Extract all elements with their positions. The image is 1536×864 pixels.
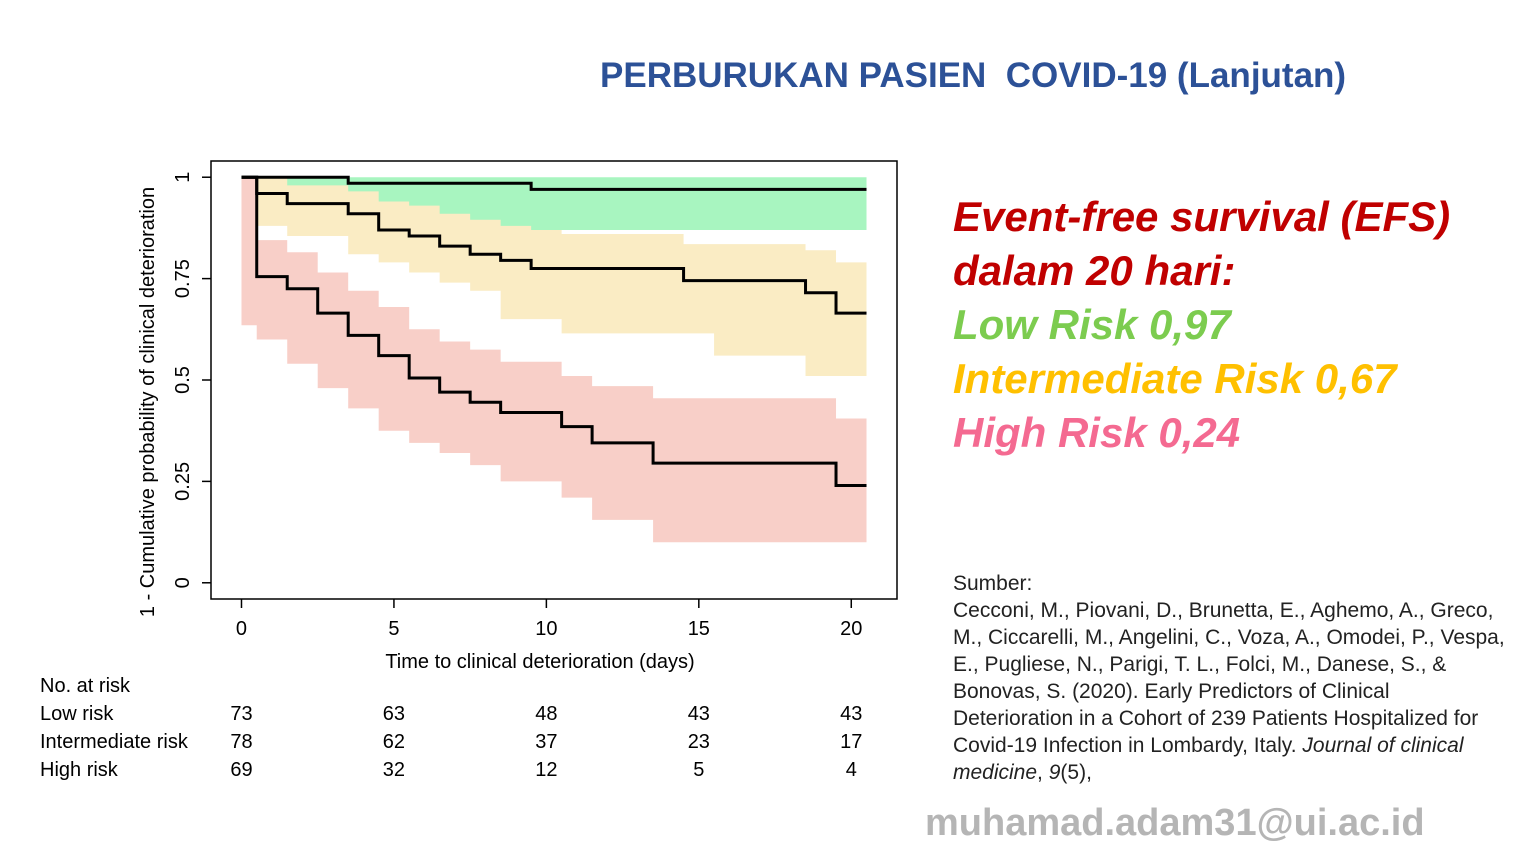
- risk-count: 73: [230, 703, 252, 725]
- risk-row-label: Intermediate risk: [40, 731, 189, 753]
- ci-bands: [241, 177, 867, 543]
- citation-journal: Journal of clinical medicine: [953, 734, 1464, 784]
- risk-table-title: No. at risk: [40, 675, 131, 697]
- x-tick-label: 5: [388, 618, 399, 640]
- risk-count: 43: [688, 703, 710, 725]
- x-tick-label: 20: [840, 618, 862, 640]
- risk-count: 78: [230, 731, 252, 753]
- risk-table: No. at risk Low risk 73 63 48 43 43 Intermediat…: [40, 675, 862, 781]
- axes: 0 5 10 15 20 0 0.25 0.5 0.75 1: [172, 172, 862, 640]
- x-axis-label: Time to clinical deterioration (days): [385, 651, 694, 673]
- survival-curves: [241, 175, 867, 487]
- y-axis-label: 1 - Cumulative probability of clinical d…: [137, 187, 159, 617]
- source-label: Sumber:: [953, 572, 1033, 595]
- efs-intermediate-risk: Intermediate Risk 0,67: [953, 355, 1397, 402]
- y-tick-label: 0.75: [172, 259, 194, 298]
- x-tick-label: 15: [688, 618, 710, 640]
- footer-email: muhamad.adam31@ui.ac.id: [925, 802, 1425, 844]
- y-tick-label: 0.5: [172, 366, 194, 394]
- citation-volume: 9: [1048, 761, 1061, 784]
- citation-sep: ,: [1037, 761, 1049, 784]
- efs-high-risk: High Risk 0,24: [953, 409, 1241, 456]
- citation-issue: (5),: [1060, 761, 1092, 784]
- slide-title: PERBURUKAN PASIEN COVID-19 (Lanjutan): [600, 56, 1347, 95]
- risk-count: 4: [846, 759, 857, 781]
- risk-count: 69: [230, 759, 252, 781]
- km-curve-high: [241, 175, 867, 487]
- risk-count: 63: [383, 703, 405, 725]
- source-citation: Sumber: Cecconi, M., Piovani, D., Brunet…: [953, 570, 1513, 786]
- risk-count: 12: [535, 759, 557, 781]
- risk-count: 48: [535, 703, 557, 725]
- efs-heading-line1: Event-free survival (EFS): [953, 193, 1451, 240]
- risk-count: 32: [383, 759, 405, 781]
- y-tick-label: 1: [172, 172, 194, 183]
- x-tick-label: 0: [236, 618, 247, 640]
- efs-low-risk: Low Risk 0,97: [953, 301, 1231, 348]
- risk-count: 23: [688, 731, 710, 753]
- risk-count: 43: [840, 703, 862, 725]
- risk-count: 5: [693, 759, 704, 781]
- efs-summary: Event-free survival (EFS) dalam 20 hari:…: [953, 190, 1523, 460]
- risk-count: 17: [840, 731, 862, 753]
- efs-heading-line2: dalam 20 hari:: [953, 247, 1236, 294]
- km-chart: 0 5 10 15 20 0 0.25 0.5 0.75 1 Time to clinical d…: [40, 160, 898, 781]
- risk-count: 37: [535, 731, 557, 753]
- citation-main: Cecconi, M., Piovani, D., Brunetta, E., …: [953, 599, 1505, 757]
- y-tick-label: 0: [172, 577, 194, 588]
- ci-band-intermediate: [241, 177, 867, 376]
- km-curve-intermediate: [241, 175, 867, 315]
- km-curve-low: [241, 175, 867, 191]
- y-tick-label: 0.25: [172, 462, 194, 501]
- ci-band-high: [241, 177, 867, 543]
- x-tick-label: 10: [535, 618, 557, 640]
- citation-text: Cecconi, M., Piovani, D., Brunetta, E., …: [953, 597, 1513, 786]
- risk-row-label: Low risk: [40, 703, 114, 725]
- risk-count: 62: [383, 731, 405, 753]
- risk-row-label: High risk: [40, 759, 119, 781]
